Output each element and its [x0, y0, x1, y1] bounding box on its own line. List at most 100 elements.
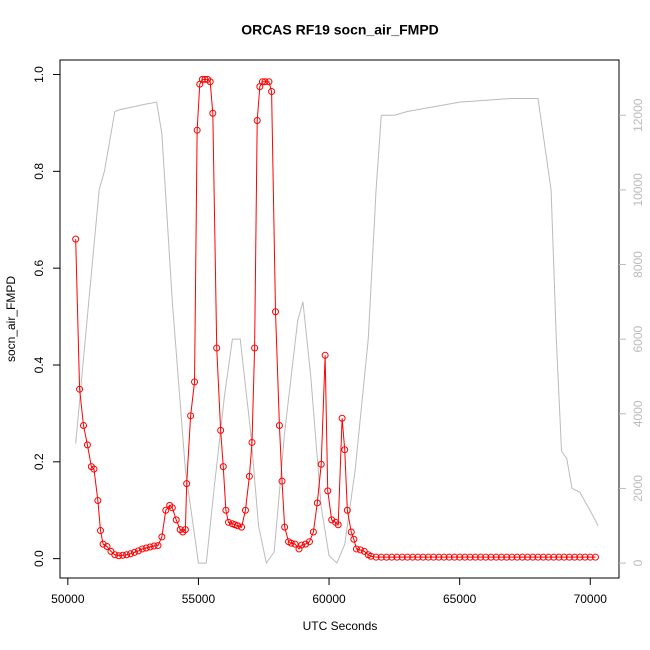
data-point — [272, 308, 280, 316]
data-point — [130, 548, 138, 556]
data-point — [334, 521, 342, 529]
data-point — [83, 441, 91, 449]
data-point — [193, 126, 201, 134]
data-point — [518, 553, 526, 561]
data-point — [497, 553, 505, 561]
data-point — [513, 553, 521, 561]
data-point — [571, 553, 579, 561]
y2-tick-label: 0 — [631, 559, 645, 566]
data-point — [560, 553, 568, 561]
data-point — [343, 506, 351, 514]
data-point — [258, 78, 266, 86]
data-point — [503, 553, 511, 561]
data-point — [419, 553, 427, 561]
data-point — [414, 553, 422, 561]
data-point — [298, 541, 306, 549]
data-point — [127, 550, 135, 558]
data-point — [76, 385, 84, 393]
data-point — [181, 526, 189, 534]
data-point — [265, 78, 273, 86]
data-point — [224, 518, 232, 526]
data-point — [466, 553, 474, 561]
data-point — [352, 545, 360, 553]
data-point — [440, 553, 448, 561]
data-point — [372, 553, 380, 561]
data-point — [209, 109, 217, 117]
data-point — [238, 523, 246, 531]
data-point — [150, 542, 158, 550]
data-point — [268, 87, 276, 95]
y-axis-title: socn_air_FMPD — [4, 276, 18, 362]
data-point — [309, 528, 317, 536]
x-axis-title: UTC Seconds — [303, 619, 378, 633]
data-point — [187, 412, 195, 420]
data-point — [430, 553, 438, 561]
data-point — [338, 414, 346, 422]
data-line — [75, 97, 599, 565]
y-tick-label: 1.0 — [32, 66, 46, 83]
data-point — [162, 506, 170, 514]
data-point — [287, 539, 295, 547]
data-point — [508, 553, 516, 561]
data-point — [424, 553, 432, 561]
data-point — [586, 553, 594, 561]
data-point — [107, 547, 115, 555]
data-point — [383, 553, 391, 561]
data-point — [356, 546, 364, 554]
data-point — [191, 378, 199, 386]
data-point — [544, 553, 552, 561]
data-point — [142, 544, 150, 552]
data-point — [377, 553, 385, 561]
data-point — [119, 551, 127, 559]
data-point — [154, 542, 162, 550]
data-point — [461, 553, 469, 561]
y2-tick-label: 2000 — [631, 475, 645, 502]
y-tick-label: 0.0 — [32, 550, 46, 567]
data-point — [111, 551, 119, 559]
data-line — [75, 78, 596, 558]
y-tick-label: 0.4 — [32, 356, 46, 373]
data-point — [360, 547, 368, 555]
data-point — [347, 528, 355, 536]
data-point — [172, 516, 180, 524]
chart-title: ORCAS RF19 socn_air_FMPD — [241, 22, 439, 38]
data-point — [471, 553, 479, 561]
data-point — [492, 553, 500, 561]
data-point — [217, 426, 225, 434]
data-point — [388, 553, 396, 561]
data-point — [275, 422, 283, 430]
data-point — [409, 553, 417, 561]
data-point — [234, 522, 242, 530]
data-point — [168, 504, 176, 512]
data-point — [555, 553, 563, 561]
y-tick-label: 0.2 — [32, 453, 46, 470]
data-point — [539, 553, 547, 561]
data-point — [367, 552, 375, 560]
data-point — [445, 553, 453, 561]
data-point — [103, 543, 111, 551]
data-point — [146, 543, 154, 551]
data-point — [487, 553, 495, 561]
data-point — [198, 75, 206, 83]
data-point — [477, 553, 485, 561]
y2-tick-label: 4000 — [631, 400, 645, 427]
data-point — [94, 497, 102, 505]
data-point — [248, 438, 256, 446]
y2-tick-label: 8000 — [631, 251, 645, 278]
data-point — [305, 538, 313, 546]
data-point — [534, 553, 542, 561]
data-point — [90, 465, 98, 473]
data-point — [138, 545, 146, 553]
data-point — [393, 553, 401, 561]
data-point — [450, 553, 458, 561]
y2-tick-label: 6000 — [631, 325, 645, 352]
data-point — [206, 78, 214, 86]
x-tick-label: 60000 — [312, 592, 346, 606]
data-point — [183, 480, 191, 488]
y-tick-label: 0.8 — [32, 163, 46, 180]
data-point — [435, 553, 443, 561]
data-point — [80, 422, 88, 430]
data-point — [482, 553, 490, 561]
